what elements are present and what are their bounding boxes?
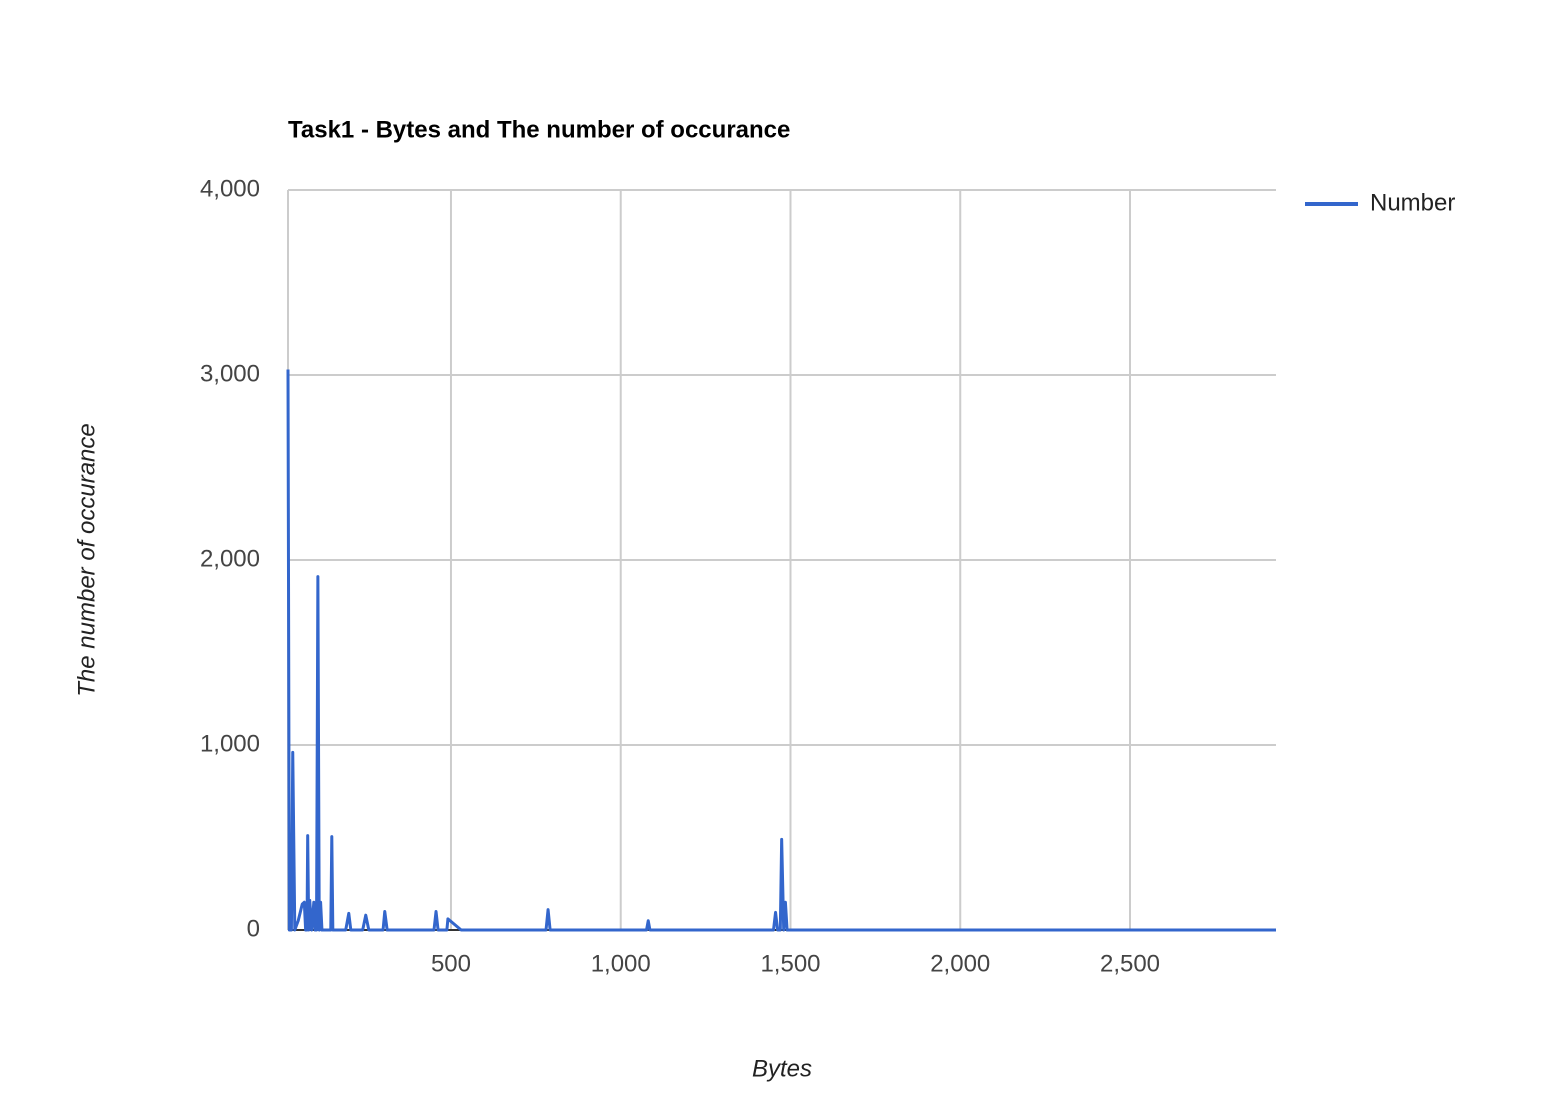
y-tick-label: 2,000 — [200, 545, 260, 572]
x-tick-label: 2,500 — [1100, 950, 1160, 977]
y-tick-label: 1,000 — [200, 730, 260, 757]
y-tick-label: 3,000 — [200, 360, 260, 387]
x-axis-title: Bytes — [752, 1055, 812, 1082]
x-tick-label: 500 — [431, 950, 471, 977]
x-tick-label: 1,500 — [760, 950, 820, 977]
x-tick-label: 1,000 — [591, 950, 651, 977]
chart-title: Task1 - Bytes and The number of occuranc… — [288, 116, 790, 143]
legend-label: Number — [1370, 189, 1455, 216]
x-tick-label: 2,000 — [930, 950, 990, 977]
data-line — [286, 369, 1276, 932]
y-axis-title: The number of occurance — [73, 423, 100, 696]
y-tick-label: 4,000 — [200, 175, 260, 202]
y-tick-label: 0 — [247, 915, 260, 942]
